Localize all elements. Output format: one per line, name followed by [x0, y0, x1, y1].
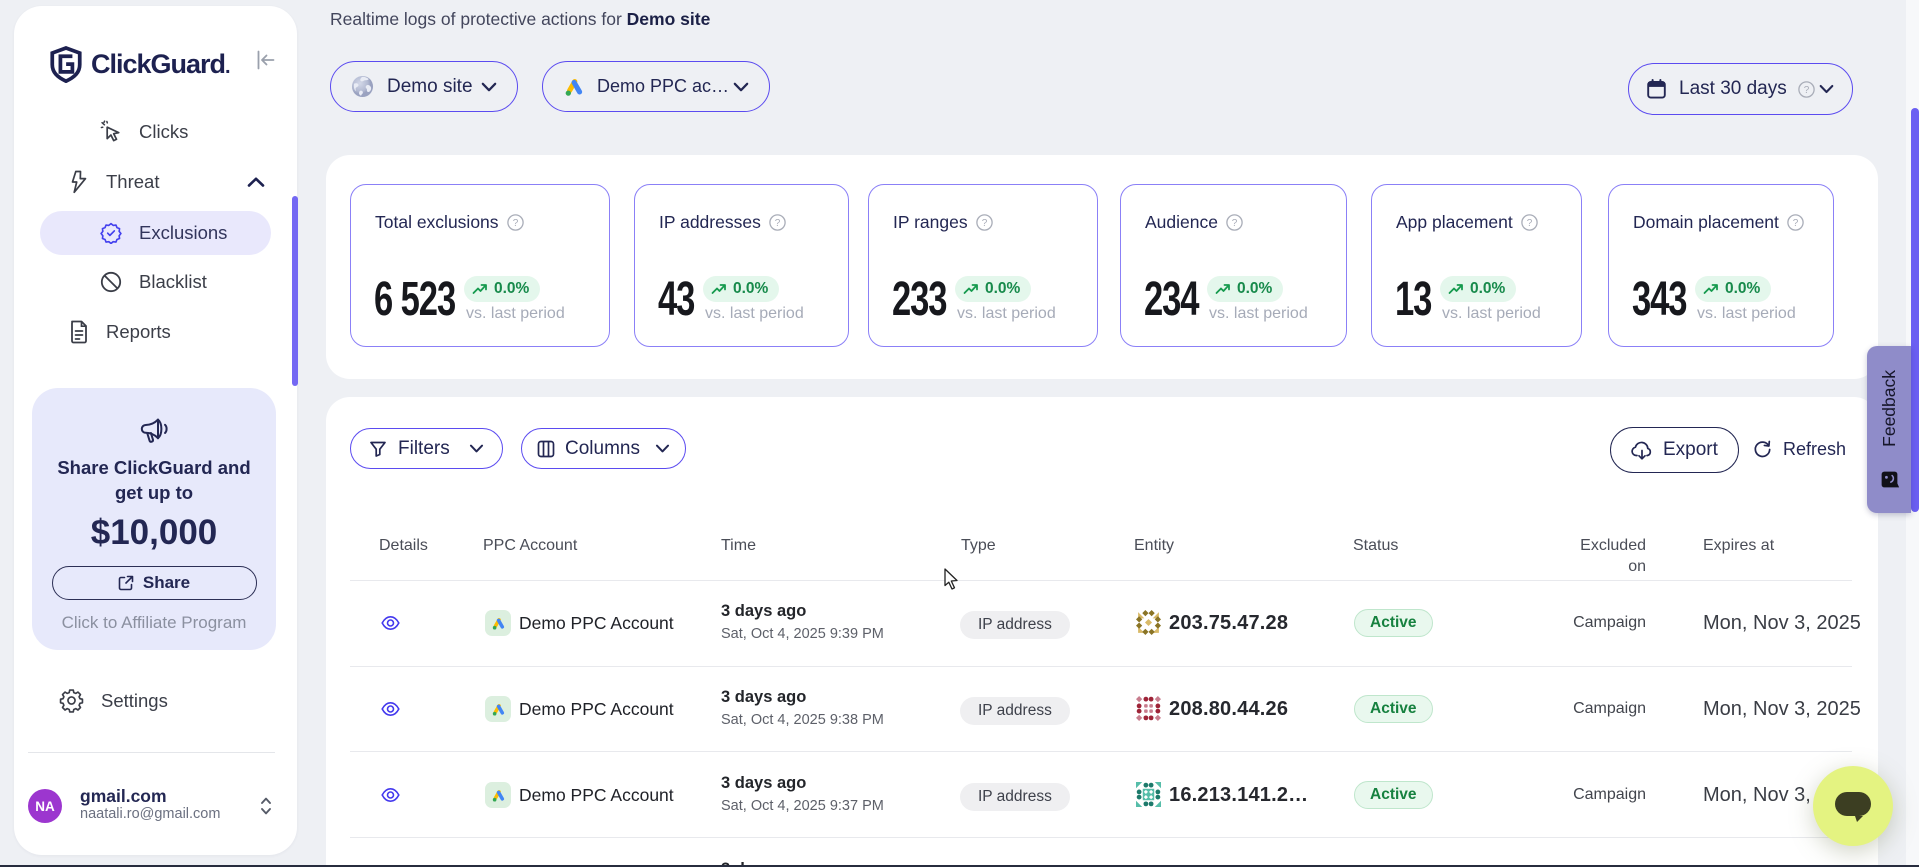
- svg-text:?: ?: [1803, 85, 1809, 96]
- svg-text:?: ?: [1526, 218, 1532, 229]
- svg-text:?: ?: [775, 218, 781, 229]
- svg-text:?: ?: [1232, 218, 1238, 229]
- svg-text:?: ?: [981, 218, 987, 229]
- svg-text:?: ?: [1793, 218, 1799, 229]
- svg-text:?: ?: [512, 218, 518, 229]
